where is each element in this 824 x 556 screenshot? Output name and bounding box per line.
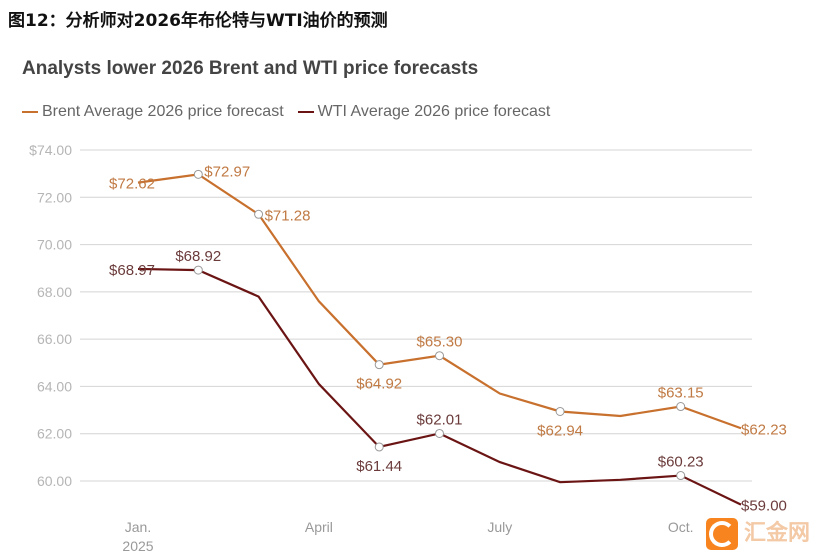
- data-point-marker: [676, 471, 686, 481]
- y-tick-label: 66.00: [37, 331, 72, 347]
- y-tick-label: 64.00: [37, 378, 72, 394]
- data-point-marker: [676, 402, 686, 412]
- y-tick-label: 62.00: [37, 426, 72, 442]
- y-tick-label: 70.00: [37, 237, 72, 253]
- y-tick-label: 60.00: [37, 473, 72, 489]
- data-label: $68.92: [175, 248, 221, 265]
- watermark-text: 汇金网: [744, 521, 811, 546]
- data-point-marker: [193, 265, 203, 275]
- watermark-logo-icon: [706, 518, 738, 550]
- data-point-marker: [374, 360, 384, 370]
- data-label: $62.01: [417, 411, 463, 428]
- series-line-brent: [137, 173, 742, 430]
- y-tick-label: $74.00: [29, 142, 72, 158]
- chart-title: Analysts lower 2026 Brent and WTI price …: [22, 58, 479, 79]
- legend-label-brent: Brent Average 2026 price forecast: [42, 103, 284, 120]
- data-label: $72.62: [109, 176, 155, 193]
- data-point-marker: [435, 428, 444, 438]
- data-point-marker: [555, 406, 565, 416]
- data-point-marker: [374, 442, 384, 452]
- data-label: $71.28: [265, 207, 311, 224]
- legend-item-wti: WTI Average 2026 price forecast: [297, 103, 551, 121]
- data-label: $62.94: [537, 422, 583, 439]
- x-tick-label: Oct.: [668, 519, 694, 535]
- x-tick-label: Jan.: [125, 519, 151, 535]
- data-label: $59.00: [741, 498, 787, 515]
- x-tick-sublabel: 2025: [122, 538, 153, 554]
- legend-label-wti: WTI Average 2026 price forecast: [317, 103, 551, 120]
- data-point-marker: [254, 209, 264, 219]
- data-label: $68.97: [109, 262, 155, 279]
- legend-item-brent: Brent Average 2026 price forecast: [22, 103, 284, 121]
- y-tick-label: 72.00: [37, 189, 72, 205]
- legend: Brent Average 2026 price forecast WTI Av…: [22, 103, 550, 121]
- data-point-marker: [193, 169, 203, 179]
- y-tick-label: 68.00: [37, 284, 72, 300]
- data-label: $60.23: [658, 454, 704, 471]
- data-label: $61.44: [356, 458, 402, 475]
- data-label: $63.15: [658, 385, 704, 402]
- x-tick-label: July: [487, 519, 512, 535]
- data-label: $72.97: [204, 163, 250, 180]
- data-point-marker: [435, 351, 444, 361]
- figure-title: 图12：分析师对2026年布伦特与WTI油价的预测: [8, 11, 388, 31]
- data-label: $64.92: [356, 376, 402, 393]
- x-tick-label: April: [305, 519, 333, 535]
- watermark: 汇金网: [706, 518, 810, 550]
- data-label: $62.23: [741, 421, 787, 438]
- data-label: $65.30: [417, 334, 463, 351]
